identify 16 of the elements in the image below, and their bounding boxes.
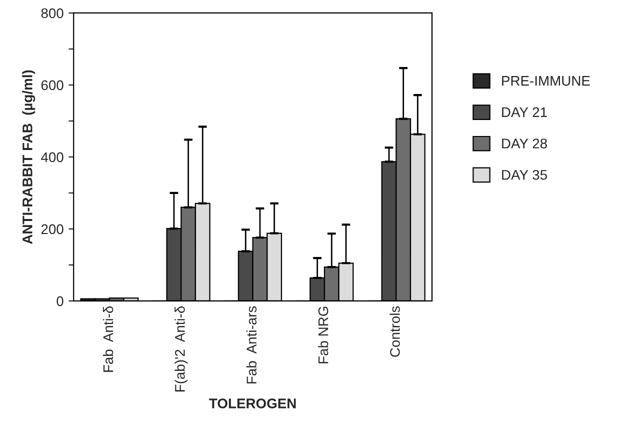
legend-label: PRE-IMMUNE bbox=[502, 76, 590, 86]
x-tick-label: Controls bbox=[390, 306, 400, 357]
x-tick-label: Fab Anti-δ bbox=[102, 306, 114, 372]
x-axis-title: TOLEROGEN bbox=[209, 398, 296, 408]
x-tick-label: Fab NRG bbox=[318, 306, 328, 364]
y-tick-label: 400 bbox=[41, 152, 64, 162]
y-axis-title: ANTI-RABBIT FAB (µg/ml) bbox=[22, 70, 36, 244]
legend-label: DAY 35 bbox=[502, 170, 547, 180]
x-tick-label: Fab Anti-ars bbox=[246, 306, 257, 384]
x-tick-label: F(ab)'2 Anti-δ bbox=[174, 306, 188, 392]
y-tick-label: 200 bbox=[41, 224, 64, 234]
y-tick-label: 800 bbox=[41, 8, 64, 18]
legend-label: DAY 28 bbox=[502, 138, 547, 148]
legend-label: DAY 21 bbox=[502, 107, 547, 117]
y-tick-label: 600 bbox=[41, 80, 64, 90]
y-tick-label: 0 bbox=[56, 296, 64, 306]
